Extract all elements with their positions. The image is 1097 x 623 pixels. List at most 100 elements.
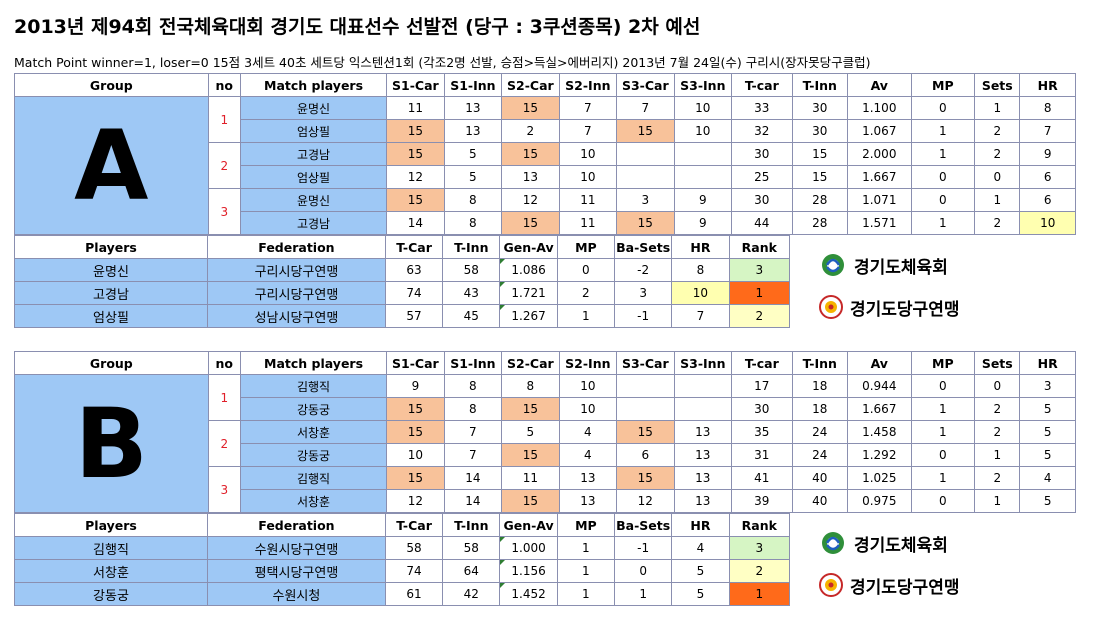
player-name: 서창훈 <box>14 559 208 583</box>
s1-car: 15 <box>386 397 445 421</box>
col-header: no <box>207 351 241 375</box>
billiards-federation-emblem-icon <box>819 295 843 319</box>
high-run: 10 <box>1019 211 1076 235</box>
match-points: 0 <box>910 374 976 398</box>
federation: 평택시당구연맹 <box>206 559 386 583</box>
s2-inn: 13 <box>558 466 618 490</box>
col-header: Match players <box>239 351 388 375</box>
s2-car: 15 <box>501 443 560 467</box>
high-run: 8 <box>1019 96 1076 120</box>
col-header: S2-Car <box>501 73 560 97</box>
s3-inn <box>673 165 733 189</box>
t-inn: 18 <box>791 397 849 421</box>
s2-car: 15 <box>501 397 560 421</box>
player-name: 고경남 <box>14 281 208 305</box>
s1-inn: 14 <box>443 489 503 513</box>
ba-sets: -1 <box>614 536 673 560</box>
billiards-federation-logo: 경기도당구연맹 <box>818 293 959 321</box>
high-run: 5 <box>671 559 730 583</box>
match-points: 1 <box>556 559 616 583</box>
sets: 1 <box>974 443 1021 467</box>
col-header: Av <box>847 73 912 97</box>
s1-inn: 14 <box>443 466 503 490</box>
t-inn: 30 <box>791 96 849 120</box>
match-points: 1 <box>910 466 976 490</box>
col-header: S1-Car <box>386 351 445 375</box>
high-run: 10 <box>671 281 730 305</box>
col-header: Av <box>847 351 912 375</box>
s1-inn: 13 <box>443 119 503 143</box>
billiards-federation-name: 경기도당구연맹 <box>850 577 960 598</box>
rank: 1 <box>728 582 791 606</box>
match-points: 1 <box>556 582 616 606</box>
t-inn: 28 <box>791 188 849 212</box>
s2-inn: 4 <box>558 443 618 467</box>
s2-car: 15 <box>501 211 560 235</box>
s1-inn: 7 <box>443 420 503 444</box>
high-run: 5 <box>1019 397 1076 421</box>
sports-council-emblem-icon <box>822 254 844 276</box>
federation: 수원시청 <box>206 582 386 606</box>
match-number: 2 <box>207 420 241 467</box>
high-run: 6 <box>1019 188 1076 212</box>
average: 1.292 <box>847 443 912 467</box>
s1-inn: 13 <box>443 96 503 120</box>
header-row: Players Federation T-Car T-Inn Gen-Av MP… <box>14 513 791 537</box>
s3-inn: 9 <box>673 211 733 235</box>
s2-inn: 7 <box>558 96 618 120</box>
s1-car: 15 <box>386 119 445 143</box>
group-b-block: Group no Match players S1-Car S1-Inn S2-… <box>14 351 1076 606</box>
s2-car: 15 <box>501 142 560 166</box>
table-row: 고경남 14 8 15 11 15 9 44 28 1.571 1 2 10 <box>15 211 1076 235</box>
average: 2.000 <box>847 142 912 166</box>
col-header: T-Inn <box>791 73 849 97</box>
col-header: Ba-Sets <box>614 235 673 259</box>
s1-inn: 7 <box>443 443 503 467</box>
player-name: 윤명신 <box>239 96 388 120</box>
group-b-match-table: Group no Match players S1-Car S1-Inn S2-… <box>14 351 1076 513</box>
average: 1.025 <box>847 466 912 490</box>
t-inn: 40 <box>791 466 849 490</box>
s3-car: 15 <box>616 211 675 235</box>
col-header: Federation <box>206 235 386 259</box>
t-car: 44 <box>731 211 793 235</box>
gen-average: 1.086 <box>499 258 558 282</box>
sets: 2 <box>974 119 1021 143</box>
ba-sets: -2 <box>614 258 673 282</box>
col-header: T-car <box>731 351 793 375</box>
s3-car: 15 <box>616 119 675 143</box>
player-name: 윤명신 <box>239 188 388 212</box>
table-row: 강동궁 10 7 15 4 6 13 31 24 1.292 0 1 5 <box>15 443 1076 467</box>
match-points: 1 <box>910 420 976 444</box>
federation: 수원시당구연맹 <box>206 536 386 560</box>
table-row: 김행직 수원시당구연맹 58 58 1.000 1 -1 4 3 <box>14 536 791 560</box>
gen-average: 1.452 <box>499 582 558 606</box>
s3-inn: 13 <box>673 420 733 444</box>
s1-inn: 8 <box>443 188 503 212</box>
t-inn: 42 <box>442 582 501 606</box>
high-run: 5 <box>1019 489 1076 513</box>
sets: 0 <box>974 374 1021 398</box>
s2-inn: 4 <box>558 420 618 444</box>
group-a-player-table: Players Federation T-Car T-Inn Gen-Av MP… <box>14 235 791 328</box>
group-label: B <box>14 374 209 513</box>
player-name: 김행직 <box>14 536 208 560</box>
player-name: 김행직 <box>239 374 388 398</box>
match-points: 1 <box>556 304 616 328</box>
player-name: 고경남 <box>239 142 388 166</box>
average: 1.071 <box>847 188 912 212</box>
rank: 2 <box>728 304 791 328</box>
col-header: T-Inn <box>442 235 501 259</box>
s2-inn: 10 <box>558 142 618 166</box>
federation: 성남시당구연맹 <box>206 304 386 328</box>
match-points: 1 <box>910 397 976 421</box>
table-row: A 1 윤명신 11 13 15 7 7 10 33 30 1.100 0 1 … <box>14 96 1076 235</box>
s2-inn: 11 <box>558 211 618 235</box>
table-row: 서창훈 평택시당구연맹 74 64 1.156 1 0 5 2 <box>14 559 791 583</box>
s1-car: 15 <box>386 420 445 444</box>
sports-council-logo: 경기도체육회 <box>818 251 959 279</box>
average: 1.458 <box>847 420 912 444</box>
s2-inn: 7 <box>558 119 618 143</box>
col-header: Rank <box>728 235 791 259</box>
col-header: Group <box>14 351 209 375</box>
